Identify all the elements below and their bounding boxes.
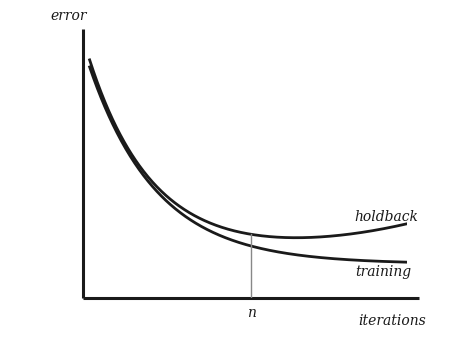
Text: training: training (355, 264, 411, 279)
Text: error: error (51, 9, 87, 23)
Text: n: n (247, 306, 256, 320)
Text: iterations: iterations (358, 314, 426, 328)
Text: holdback: holdback (355, 211, 419, 224)
